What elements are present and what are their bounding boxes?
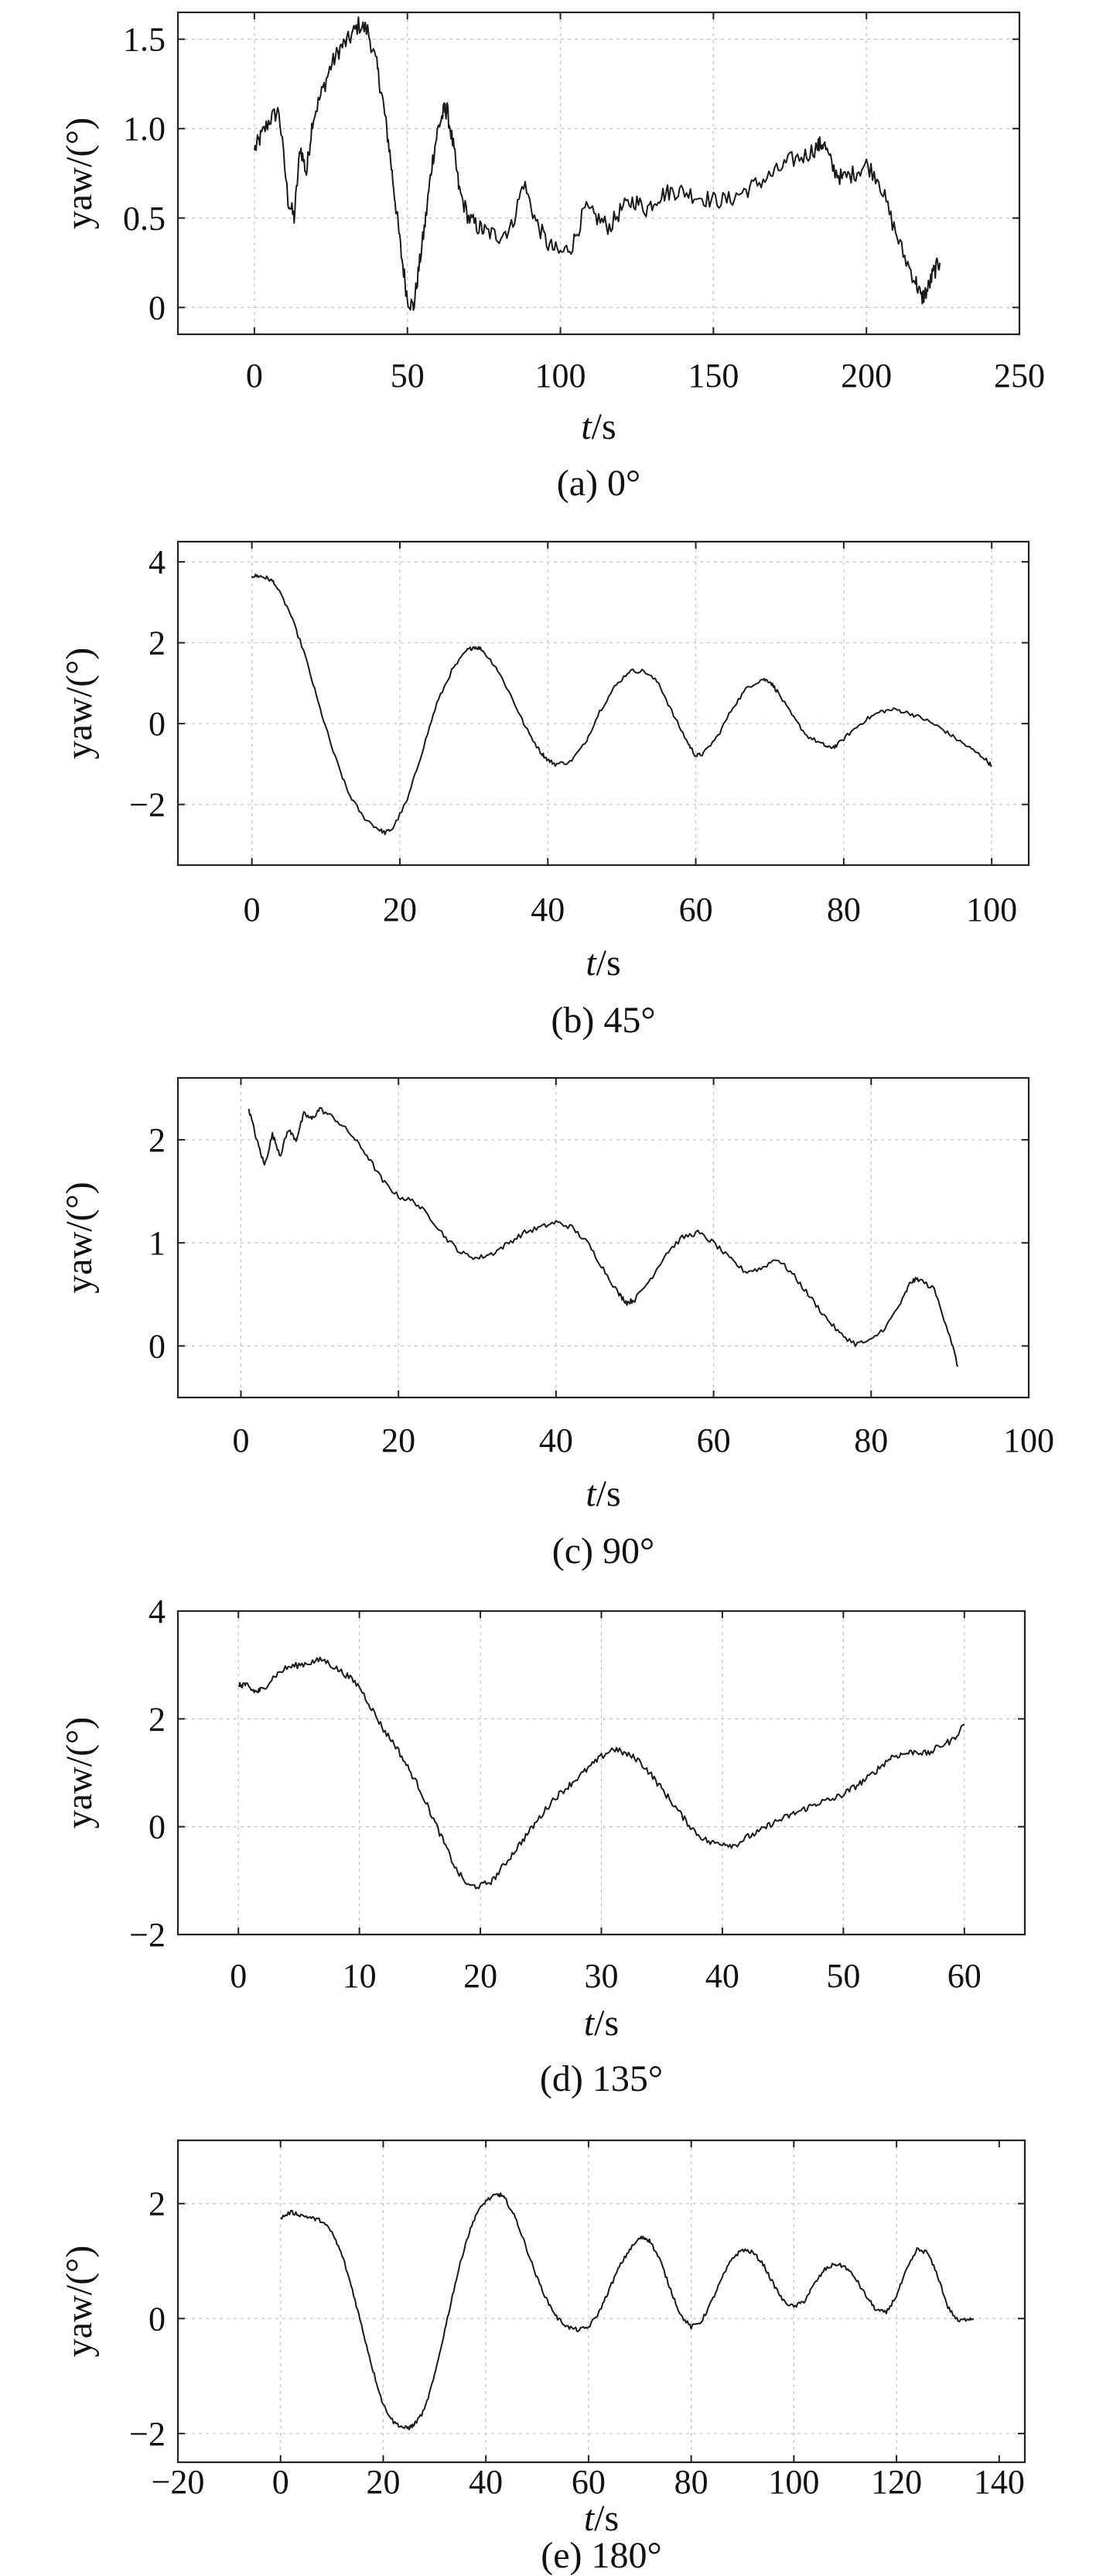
- y-tick-label: 0: [149, 1808, 166, 1846]
- y-tick-label: 0: [149, 289, 166, 327]
- x-tick-label: 60: [679, 891, 713, 929]
- x-tick-label: 60: [572, 2463, 606, 2501]
- y-axis-label: yaw/(°): [59, 1182, 100, 1293]
- y-axis-label: yaw/(°): [59, 648, 100, 759]
- chart-panel-3: 0 20 40 60 80 100 0 1 2 yaw/(°) t/s (c) 90°: [59, 1076, 1054, 1572]
- chart-panel-1: 0 50 100 150 200 250 0 0.5 1.0 1.5 yaw/(°) t/s (a) 0…: [59, 11, 1045, 504]
- y-tick-label: 0.5: [123, 200, 166, 238]
- x-axis-label: t/s: [584, 2003, 619, 2044]
- panel-caption: (c) 90°: [552, 1531, 654, 1572]
- plot-frame: [176, 11, 1021, 336]
- y-tick-label: 4: [149, 543, 166, 581]
- x-tick-label: 40: [469, 2463, 503, 2501]
- y-tick-label: 2: [149, 624, 166, 662]
- x-tick-label: 200: [841, 357, 892, 395]
- y-tick-label: 2: [149, 1700, 166, 1738]
- x-tick-label: 40: [705, 1957, 739, 1995]
- y-tick-label: −2: [129, 1916, 166, 1954]
- x-tick-label: 40: [539, 1421, 573, 1459]
- x-tick-label: 10: [343, 1957, 377, 1995]
- y-tick-label: 1: [149, 1224, 166, 1262]
- x-tick-label: 0: [232, 1421, 249, 1459]
- x-tick-label: 100: [966, 891, 1017, 929]
- yaw-series-line: [280, 2192, 975, 2431]
- y-tick-label: −2: [129, 786, 166, 824]
- x-axis-label: t/s: [586, 1473, 620, 1514]
- x-axis-label-symbol: t: [581, 406, 592, 447]
- x-tick-label: 50: [826, 1957, 860, 1995]
- x-axis-label-unit: /s: [592, 406, 616, 447]
- panel-caption: (d) 135°: [540, 2058, 663, 2099]
- x-axis-label-symbol: t: [584, 2498, 596, 2539]
- x-tick-label: 100: [768, 2463, 819, 2501]
- x-tick-label: 120: [871, 2463, 922, 2501]
- x-tick-label: −20: [152, 2463, 205, 2501]
- x-axis-label-unit: /s: [594, 2003, 619, 2044]
- x-tick-label: 20: [381, 1421, 415, 1459]
- y-axis-label: yaw/(°): [59, 1717, 100, 1829]
- x-axis-label: t/s: [581, 406, 616, 447]
- x-tick-label: 20: [366, 2463, 400, 2501]
- x-tick-label: 0: [272, 2463, 289, 2501]
- y-tick-label: 1.0: [123, 110, 166, 148]
- y-tick-label: 0: [149, 1327, 166, 1365]
- x-axis-label-unit: /s: [596, 1473, 621, 1514]
- chart-panel-4: 0 10 20 30 40 50 60 −2 0 2 4 yaw/(°) t/s (d) 135°: [59, 1592, 1026, 2099]
- panel-caption: (a) 0°: [557, 463, 640, 504]
- x-tick-label: 20: [383, 891, 417, 929]
- x-tick-label: 40: [531, 891, 565, 929]
- yaw-series-line: [248, 1107, 959, 1367]
- y-axis-label: yaw/(°): [59, 2246, 100, 2357]
- panel-caption: (b) 45°: [551, 1000, 655, 1041]
- x-tick-label: 50: [391, 357, 425, 395]
- y-tick-label: −2: [129, 2415, 166, 2453]
- x-axis-label-symbol: t: [586, 1473, 597, 1514]
- x-tick-label: 60: [947, 1957, 982, 1995]
- x-axis-label-unit: /s: [594, 2498, 619, 2539]
- x-axis-label: t/s: [584, 2498, 619, 2539]
- y-tick-label: 2: [149, 1121, 166, 1159]
- y-tick-label: 2: [149, 2185, 166, 2223]
- yaw-series-line: [237, 1656, 965, 1890]
- x-axis-label-symbol: t: [586, 942, 597, 984]
- x-axis-label-symbol: t: [584, 2003, 596, 2044]
- x-tick-label: 250: [994, 357, 1045, 395]
- x-tick-label: 100: [1003, 1421, 1054, 1459]
- x-tick-label: 100: [535, 357, 586, 395]
- x-tick-label: 0: [230, 1957, 247, 1995]
- y-axis-label: yaw/(°): [59, 118, 100, 229]
- x-tick-label: 0: [244, 891, 261, 929]
- x-tick-label: 20: [463, 1957, 497, 1995]
- x-tick-label: 140: [974, 2463, 1025, 2501]
- plot-frame: [176, 1076, 1030, 1399]
- yaw-series-line: [251, 573, 992, 836]
- chart-panel-2: 0 20 40 60 80 100 −2 0 2 4 yaw/(°) t/s (b) 45°: [59, 540, 1030, 1041]
- y-tick-label: 0: [149, 2300, 166, 2338]
- x-tick-label: 80: [674, 2463, 708, 2501]
- x-tick-label: 0: [246, 357, 263, 395]
- y-tick-label: 0: [149, 705, 166, 743]
- plot-frame: [176, 2139, 1026, 2464]
- x-axis-label-unit: /s: [596, 942, 621, 984]
- x-axis-label: t/s: [586, 942, 620, 984]
- y-tick-label: 1.5: [123, 21, 166, 59]
- plot-frame: [176, 540, 1030, 867]
- panel-caption: (e) 180°: [541, 2535, 661, 2576]
- x-tick-label: 60: [697, 1421, 731, 1459]
- y-tick-label: 4: [149, 1592, 166, 1630]
- x-tick-label: 30: [585, 1957, 619, 1995]
- x-tick-label: 150: [688, 357, 739, 395]
- x-tick-label: 80: [854, 1421, 888, 1459]
- yaw-series-line: [253, 16, 941, 311]
- x-tick-label: 80: [827, 891, 861, 929]
